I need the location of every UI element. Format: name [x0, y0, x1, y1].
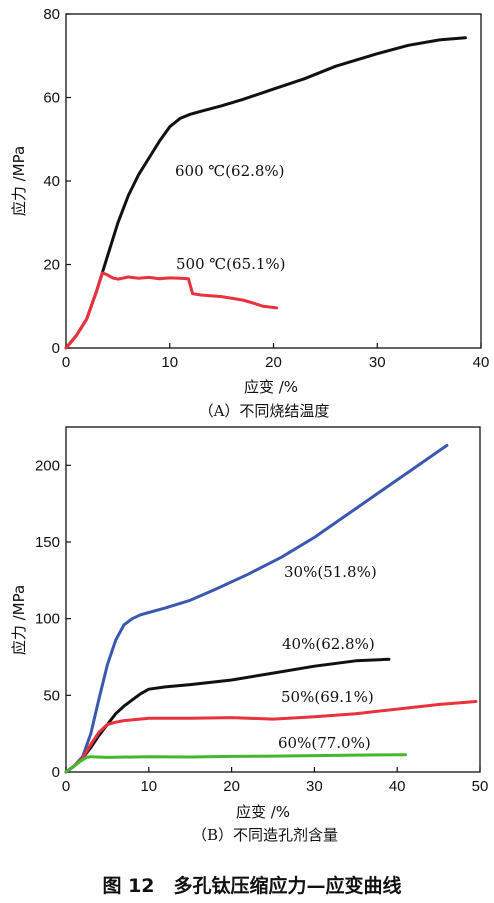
panel-a-ytick-label: 80	[43, 6, 60, 23]
panel-b-ytick-label: 50	[43, 687, 60, 704]
panel-a-caption: （A）不同烧结温度	[199, 402, 330, 420]
panel-b-ytick-label: 0	[52, 764, 60, 781]
panel-b-ytick-label: 100	[35, 611, 60, 628]
panel-a-xtick-label: 0	[62, 354, 70, 371]
panel-b-annotation-60: 60%(77.0%)	[278, 734, 371, 752]
panel-a-series-line-2	[64, 271, 279, 350]
panel-b-xtick-label: 10	[140, 778, 157, 795]
panel-b-annotation-30: 30%(51.8%)	[284, 563, 377, 581]
panel-b-annotation-40: 40%(62.8%)	[282, 635, 375, 653]
panel-b-ytick-label: 200	[35, 457, 60, 474]
panel-a-ylabel: 应力 /MPa	[10, 146, 28, 216]
panel-a-ytick-label: 0	[52, 340, 60, 357]
panel-a-xtick-label: 30	[369, 354, 386, 371]
panel-a-ytick-label: 40	[43, 173, 60, 190]
panel-b-lines	[64, 443, 478, 774]
panel-b-xtick-label: 30	[306, 778, 323, 795]
panel-a-annotation-500: 500 ℃(65.1%)	[176, 255, 286, 273]
panel-b-xtick-label: 0	[62, 778, 70, 795]
panel-b-annotation-50: 50%(69.1%)	[281, 688, 374, 706]
panel-a-annotation-600: 600 ℃(62.8%)	[175, 162, 285, 180]
panel-b-series-line-4	[64, 753, 407, 774]
panel-a-ytick-label: 20	[43, 257, 60, 274]
panel-a-xtick-label: 20	[265, 354, 282, 371]
panel-b-caption: （B）不同造孔剂含量	[192, 826, 338, 844]
panel-b-ytick-label: 150	[35, 534, 60, 551]
figure-title: 图 12 多孔钛压缩应力—应变曲线	[102, 874, 401, 897]
panel-a-xtick-label: 40	[473, 354, 490, 371]
panel-b-xtick-label: 50	[472, 778, 489, 795]
panel-b-xtick-label: 20	[223, 778, 240, 795]
panel-b-series-line-3	[64, 700, 478, 774]
panel-a-plot-frame	[65, 13, 482, 349]
panel-a-ticks: 0 10 20 30 40 0 20 40 60 80	[43, 6, 489, 371]
panel-b-xtick-label: 40	[389, 778, 406, 795]
panel-a-ytick-label: 60	[43, 90, 60, 107]
panel-b-ylabel: 应力 /MPa	[10, 585, 28, 655]
panel-b-series-line-1	[64, 443, 449, 774]
panel-a-lines	[64, 36, 467, 350]
panel-a: 0 10 20 30 40 0 20 40 60 80 600 ℃(62.8%) 500 ℃(65…	[10, 6, 489, 420]
panel-b-plot-frame	[65, 426, 481, 773]
panel-b: 0 10 20 30 40 50 0 50 100 150 200 30%(51.8%) 40%(6…	[10, 426, 488, 844]
panel-b-ticks: 0 10 20 30 40 50 0 50 100 150 200	[35, 457, 488, 795]
panel-b-xlabel: 应变 /%	[236, 803, 290, 821]
panel-a-xtick-label: 10	[161, 354, 178, 371]
panel-a-series-line-1	[64, 36, 467, 350]
panel-a-xlabel: 应变 /%	[244, 378, 298, 396]
